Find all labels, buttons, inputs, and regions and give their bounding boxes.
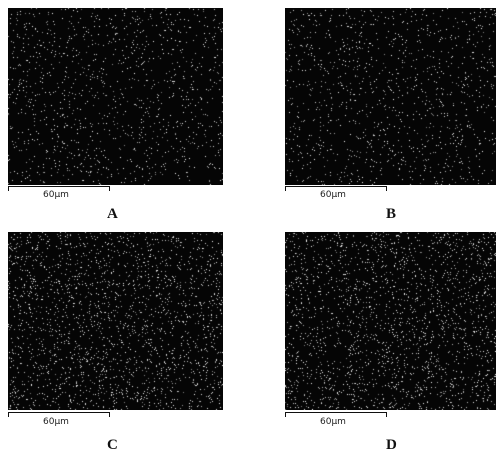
panel-label-b: B xyxy=(386,206,397,222)
scale-label-b: 60µm xyxy=(320,190,346,200)
micrograph-b xyxy=(285,8,496,185)
panel-label-d: D xyxy=(386,437,397,453)
scale-label-a: 60µm xyxy=(43,190,69,200)
micrograph-a xyxy=(8,8,223,185)
micrograph-a-canvas xyxy=(8,8,223,185)
scale-bar-a xyxy=(8,186,110,196)
panel-label-a: A xyxy=(107,206,118,222)
scale-bar-b xyxy=(285,186,387,196)
scale-label-c: 60µm xyxy=(43,417,69,427)
scale-label-d: 60µm xyxy=(320,417,346,427)
micrograph-d xyxy=(285,232,496,410)
panel-label-c: C xyxy=(107,437,118,453)
micrograph-d-canvas xyxy=(285,232,496,410)
scale-bar-c xyxy=(8,412,110,422)
scale-bar-d xyxy=(285,412,387,422)
micrograph-b-canvas xyxy=(285,8,496,185)
micrograph-c xyxy=(8,232,223,410)
micrograph-c-canvas xyxy=(8,232,223,410)
